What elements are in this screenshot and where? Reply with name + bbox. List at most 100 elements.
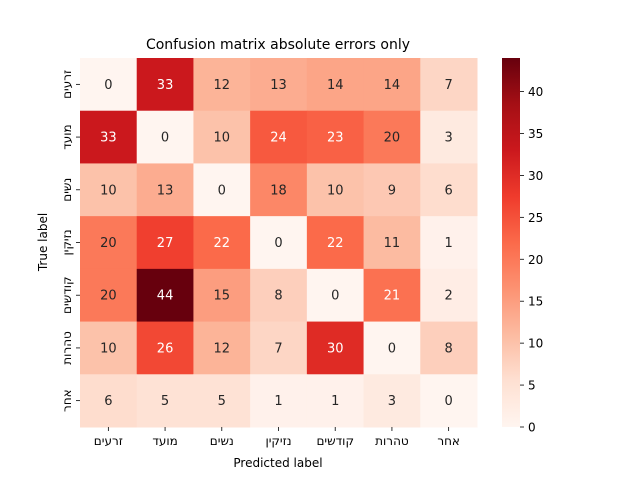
heatmap-cell xyxy=(136,216,194,270)
heatmap-cell xyxy=(250,216,308,270)
cell-value-label: 22 xyxy=(214,236,231,251)
heatmap-cell xyxy=(250,58,308,112)
heatmap-cell xyxy=(193,374,251,428)
heatmap-cell xyxy=(420,321,478,375)
cell-value-label: 15 xyxy=(214,289,231,304)
cell-value-label: 0 xyxy=(218,183,226,198)
heatmap-cell xyxy=(250,268,308,323)
heatmap-cell xyxy=(420,163,478,217)
cell-value-label: 6 xyxy=(445,183,453,198)
heatmap-cell xyxy=(80,110,138,164)
x-tick-label: טהרות xyxy=(375,434,409,448)
heatmap-cell xyxy=(193,321,251,375)
heatmap-cell xyxy=(193,216,251,270)
heatmap-cell xyxy=(250,374,308,428)
heatmap-cell xyxy=(80,163,138,217)
y-axis-ticks: זרעים מועד נשים נזיקין קודשים טהרות אחר xyxy=(60,70,80,412)
x-tick-label: זרעים xyxy=(94,434,123,448)
cell-value-label: 0 xyxy=(161,131,169,146)
y-tick-label: זרעים xyxy=(60,70,74,99)
heatmap-cell xyxy=(363,216,421,270)
cell-value-label: 5 xyxy=(218,394,226,409)
cell-value-label: 23 xyxy=(327,131,344,146)
heatmap-cell xyxy=(193,268,251,323)
heatmap-cell xyxy=(306,110,365,164)
y-tick-label: מועד xyxy=(60,124,74,149)
cell-value-label: 14 xyxy=(327,78,344,93)
heatmap-cell xyxy=(420,268,478,323)
heatmap-cell xyxy=(306,374,365,428)
cell-value-label: 20 xyxy=(100,289,117,304)
heatmap-cell xyxy=(363,321,421,375)
heatmap-cell xyxy=(136,374,194,428)
y-tick-label: טהרות xyxy=(60,331,74,365)
x-tick-label: אחר xyxy=(437,434,460,448)
colorbar-tick-label: 30 xyxy=(528,169,543,183)
colorbar xyxy=(502,58,520,427)
cell-value-label: 7 xyxy=(274,341,282,356)
chart-title: Confusion matrix absolute errors only xyxy=(146,37,410,53)
cell-value-label: 1 xyxy=(331,394,339,409)
heatmap-cell xyxy=(306,58,365,112)
heatmap-cell xyxy=(250,321,308,375)
heatmap-cell xyxy=(363,163,421,217)
heatmap-cell xyxy=(193,58,251,112)
colorbar-tick-label: 10 xyxy=(528,337,543,351)
heatmap-cell xyxy=(80,58,138,112)
cell-value-label: 1 xyxy=(445,236,453,251)
heatmap-cell xyxy=(250,163,308,217)
colorbar-tick-label: 25 xyxy=(528,211,543,225)
cell-value-label: 10 xyxy=(214,131,231,146)
heatmap-cell xyxy=(250,110,308,164)
heatmap-cell xyxy=(80,374,138,428)
cell-value-label: 13 xyxy=(157,183,174,198)
colorbar-tick-label: 15 xyxy=(528,295,543,309)
cell-value-label: 13 xyxy=(270,78,287,93)
cell-value-label: 10 xyxy=(100,183,117,198)
heatmap-cell xyxy=(193,163,251,217)
heatmap-cell xyxy=(363,374,421,428)
y-tick-label: אחר xyxy=(60,389,74,412)
cell-value-label: 8 xyxy=(445,341,453,356)
cell-value-label: 27 xyxy=(157,236,174,251)
heatmap-cell xyxy=(363,58,421,112)
y-axis-label: True label xyxy=(36,213,50,272)
cell-value-label: 24 xyxy=(270,131,287,146)
cell-value-label: 0 xyxy=(388,341,396,356)
x-tick-label: נשים xyxy=(210,434,234,448)
x-tick-label: מועד xyxy=(152,434,177,448)
heatmap-cell xyxy=(136,321,194,375)
cell-value-label: 0 xyxy=(104,78,112,93)
x-tick-label: קודשים xyxy=(316,434,353,448)
cell-value-label: 8 xyxy=(274,289,282,304)
heatmap-cell xyxy=(80,216,138,270)
cell-value-label: 12 xyxy=(214,341,231,356)
y-tick-label: קודשים xyxy=(60,276,74,313)
colorbar-tick-label: 0 xyxy=(528,421,536,435)
heatmap-cell xyxy=(80,321,138,375)
cell-value-label: 2 xyxy=(445,289,453,304)
cell-value-label: 5 xyxy=(161,394,169,409)
heatmap-cell xyxy=(193,110,251,164)
colorbar-tick-label: 35 xyxy=(528,127,543,141)
heatmap-cells xyxy=(80,58,478,428)
cell-value-label: 10 xyxy=(327,183,344,198)
cell-value-label: 7 xyxy=(445,78,453,93)
cell-value-label: 33 xyxy=(157,78,174,93)
cell-value-label: 21 xyxy=(384,289,401,304)
cell-value-label: 0 xyxy=(331,289,339,304)
cell-value-label: 22 xyxy=(327,236,344,251)
cell-value-label: 3 xyxy=(445,131,453,146)
cell-value-label: 30 xyxy=(327,341,344,356)
heatmap-cell xyxy=(306,268,365,323)
heatmap-cell xyxy=(306,321,365,375)
heatmap-cell xyxy=(136,163,194,217)
heatmap-cell xyxy=(306,163,365,217)
heatmap-cell xyxy=(136,268,194,323)
heatmap-cell xyxy=(136,58,194,112)
cell-value-label: 33 xyxy=(100,131,117,146)
cell-value-label: 3 xyxy=(388,394,396,409)
heatmap-cell xyxy=(420,374,478,428)
colorbar-tick-label: 20 xyxy=(528,253,543,267)
